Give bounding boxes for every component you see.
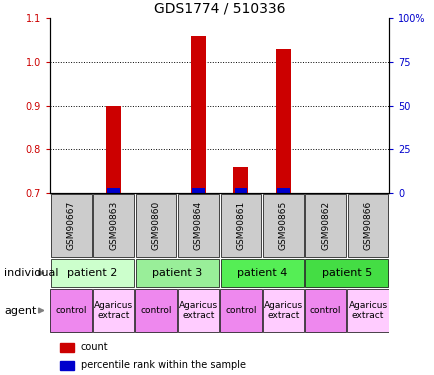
Bar — [275, 49, 290, 193]
FancyBboxPatch shape — [304, 290, 346, 332]
FancyBboxPatch shape — [220, 194, 261, 257]
FancyBboxPatch shape — [51, 194, 92, 257]
FancyBboxPatch shape — [135, 194, 176, 257]
Text: count: count — [80, 342, 108, 352]
Text: patient 4: patient 4 — [237, 268, 286, 278]
FancyBboxPatch shape — [135, 290, 177, 332]
FancyBboxPatch shape — [220, 290, 261, 332]
Text: agent: agent — [4, 306, 36, 315]
FancyBboxPatch shape — [346, 290, 388, 332]
Text: control: control — [309, 306, 341, 315]
Text: GSM90667: GSM90667 — [66, 201, 76, 250]
FancyBboxPatch shape — [51, 259, 134, 287]
FancyBboxPatch shape — [305, 194, 345, 257]
Text: GSM90861: GSM90861 — [236, 201, 245, 250]
Bar — [106, 105, 121, 193]
Bar — [276, 188, 289, 193]
Text: GSM90862: GSM90862 — [320, 201, 329, 250]
Bar — [234, 188, 247, 193]
FancyBboxPatch shape — [135, 259, 218, 287]
Bar — [233, 167, 248, 193]
FancyBboxPatch shape — [220, 259, 303, 287]
FancyBboxPatch shape — [93, 194, 134, 257]
Bar — [192, 188, 204, 193]
FancyBboxPatch shape — [92, 290, 134, 332]
Text: patient 5: patient 5 — [321, 268, 371, 278]
Text: GSM90865: GSM90865 — [278, 201, 287, 250]
Bar — [60, 361, 74, 369]
FancyBboxPatch shape — [305, 259, 388, 287]
FancyBboxPatch shape — [178, 194, 218, 257]
Bar — [60, 343, 74, 352]
Text: Agaricus
extract: Agaricus extract — [263, 301, 302, 320]
Text: GSM90863: GSM90863 — [109, 201, 118, 250]
Bar — [107, 188, 120, 193]
FancyBboxPatch shape — [177, 290, 219, 332]
Text: patient 3: patient 3 — [152, 268, 202, 278]
Text: patient 2: patient 2 — [67, 268, 117, 278]
Text: individual: individual — [4, 268, 59, 278]
FancyBboxPatch shape — [50, 290, 92, 332]
FancyBboxPatch shape — [347, 194, 388, 257]
Bar — [191, 36, 205, 193]
FancyBboxPatch shape — [262, 194, 303, 257]
Text: control: control — [56, 306, 87, 315]
Text: GSM90860: GSM90860 — [151, 201, 160, 250]
Text: Agaricus
extract: Agaricus extract — [178, 301, 217, 320]
Title: GDS1774 / 510336: GDS1774 / 510336 — [154, 2, 285, 15]
FancyBboxPatch shape — [262, 290, 303, 332]
Text: percentile rank within the sample: percentile rank within the sample — [80, 360, 245, 370]
Text: GSM90866: GSM90866 — [363, 201, 372, 250]
Text: control: control — [225, 306, 256, 315]
Text: Agaricus
extract: Agaricus extract — [348, 301, 387, 320]
Text: control: control — [140, 306, 171, 315]
Text: GSM90864: GSM90864 — [194, 201, 203, 250]
Text: Agaricus
extract: Agaricus extract — [94, 301, 133, 320]
